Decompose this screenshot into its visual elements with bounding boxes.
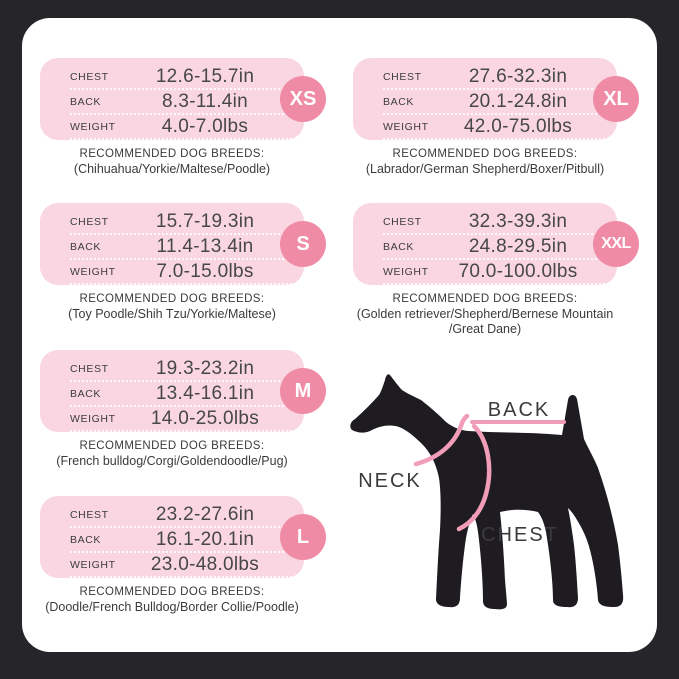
breeds-list: (Doodle/French Bulldog/Border Collie/Poo… xyxy=(45,600,299,614)
size-card-xs: CHEST 12.6-15.7in BACK 8.3-11.4in WEIGHT… xyxy=(40,58,326,140)
chest-label: CHEST xyxy=(383,216,422,228)
chest-label: CHEST xyxy=(70,363,109,375)
weight-value: 42.0-75.0lbs xyxy=(463,116,573,137)
chest-label: CHEST xyxy=(70,216,109,228)
back-diagram-label: BACK xyxy=(488,399,550,421)
size-badge-xl: XL xyxy=(593,76,639,122)
size-block-xl: CHEST 27.6-32.3in BACK 20.1-24.8in WEIGH… xyxy=(353,58,639,177)
weight-label: WEIGHT xyxy=(70,413,116,425)
breeds-section: RECOMMENDED DOG BREEDS: (Labrador/German… xyxy=(329,148,641,177)
breeds-section: RECOMMENDED DOG BREEDS: (French bulldog/… xyxy=(16,440,328,469)
breeds-list: (Chihuahua/Yorkie/Maltese/Poodle) xyxy=(73,162,271,176)
chest-value: 32.3-39.3in xyxy=(468,211,568,232)
size-chart-panel: CHEST 12.6-15.7in BACK 8.3-11.4in WEIGHT… xyxy=(22,18,657,652)
back-label: BACK xyxy=(70,96,101,108)
back-label: BACK xyxy=(70,534,101,546)
measure-row: CHEST 23.2-27.6in xyxy=(70,504,292,528)
weight-label: WEIGHT xyxy=(383,266,429,278)
size-badge-xs: XS xyxy=(280,76,326,122)
breeds-list: (Labrador/German Shepherd/Boxer/Pitbull) xyxy=(365,162,605,176)
weight-label: WEIGHT xyxy=(70,266,116,278)
measure-row: WEIGHT 14.0-25.0lbs xyxy=(70,408,292,432)
measure-row: BACK 20.1-24.8in xyxy=(383,91,605,115)
weight-value: 70.0-100.0lbs xyxy=(458,261,578,282)
back-value: 24.8-29.5in xyxy=(468,236,568,257)
weight-value: 7.0-15.0lbs xyxy=(156,261,254,282)
neck-diagram-label: NECK xyxy=(358,470,422,492)
neck-measure-line xyxy=(413,413,470,467)
size-block-s: CHEST 15.7-19.3in BACK 11.4-13.4in WEIGH… xyxy=(40,203,326,322)
size-card-s: CHEST 15.7-19.3in BACK 11.4-13.4in WEIGH… xyxy=(40,203,326,285)
measure-row: CHEST 12.6-15.7in xyxy=(70,66,292,90)
chest-label: CHEST xyxy=(70,509,109,521)
chest-value: 12.6-15.7in xyxy=(155,66,255,87)
size-block-xxl: CHEST 32.3-39.3in BACK 24.8-29.5in WEIGH… xyxy=(353,203,639,337)
breeds-section: RECOMMENDED DOG BREEDS: (Chihuahua/Yorki… xyxy=(16,148,328,177)
size-badge-xxl: XXL xyxy=(593,221,639,267)
measure-row: WEIGHT 4.0-7.0lbs xyxy=(70,116,292,140)
chest-value: 27.6-32.3in xyxy=(468,66,568,87)
measure-row: BACK 24.8-29.5in xyxy=(383,236,605,260)
weight-label: WEIGHT xyxy=(70,559,116,571)
measure-row: CHEST 15.7-19.3in xyxy=(70,211,292,235)
chest-label: CHEST xyxy=(383,71,422,83)
measure-row: CHEST 19.3-23.2in xyxy=(70,358,292,382)
breeds-title: RECOMMENDED DOG BREEDS: xyxy=(79,586,265,598)
size-card-l: CHEST 23.2-27.6in BACK 16.1-20.1in WEIGH… xyxy=(40,496,326,578)
back-label: BACK xyxy=(383,241,414,253)
size-card-xl: CHEST 27.6-32.3in BACK 20.1-24.8in WEIGH… xyxy=(353,58,639,140)
measure-row: BACK 8.3-11.4in xyxy=(70,91,292,115)
back-value: 13.4-16.1in xyxy=(155,383,255,404)
breeds-section: RECOMMENDED DOG BREEDS: (Doodle/French B… xyxy=(16,586,328,615)
back-value: 11.4-13.4in xyxy=(156,236,254,257)
breeds-section: RECOMMENDED DOG BREEDS: (Golden retrieve… xyxy=(329,293,641,337)
chest-value: 23.2-27.6in xyxy=(155,504,255,525)
size-block-l: CHEST 23.2-27.6in BACK 16.1-20.1in WEIGH… xyxy=(40,496,326,615)
chest-value: 19.3-23.2in xyxy=(155,358,255,379)
breeds-list: (Golden retriever/Shepherd/Bernese Mount… xyxy=(356,307,614,336)
back-value: 16.1-20.1in xyxy=(155,529,255,550)
breeds-title: RECOMMENDED DOG BREEDS: xyxy=(392,293,578,305)
measure-row: WEIGHT 70.0-100.0lbs xyxy=(383,261,605,285)
breeds-title: RECOMMENDED DOG BREEDS: xyxy=(79,293,265,305)
size-badge-s: S xyxy=(280,221,326,267)
size-block-xs: CHEST 12.6-15.7in BACK 8.3-11.4in WEIGHT… xyxy=(40,58,326,177)
size-card-m: CHEST 19.3-23.2in BACK 13.4-16.1in WEIGH… xyxy=(40,350,326,432)
weight-value: 23.0-48.0lbs xyxy=(150,554,260,575)
chest-measure-line xyxy=(456,423,492,532)
weight-value: 14.0-25.0lbs xyxy=(150,408,260,429)
breeds-section: RECOMMENDED DOG BREEDS: (Toy Poodle/Shih… xyxy=(16,293,328,322)
measure-row: CHEST 27.6-32.3in xyxy=(383,66,605,90)
dog-measurement-diagram: BACK NECK CHEST xyxy=(342,360,666,644)
chest-diagram-label: CHEST xyxy=(481,524,559,546)
weight-label: WEIGHT xyxy=(383,121,429,133)
size-badge-m: M xyxy=(280,368,326,414)
measure-row: CHEST 32.3-39.3in xyxy=(383,211,605,235)
chest-value: 15.7-19.3in xyxy=(155,211,255,232)
back-label: BACK xyxy=(70,388,101,400)
breeds-title: RECOMMENDED DOG BREEDS: xyxy=(79,148,265,160)
measure-row: WEIGHT 7.0-15.0lbs xyxy=(70,261,292,285)
breeds-list: (French bulldog/Corgi/Goldendoodle/Pug) xyxy=(56,454,288,468)
measure-row: BACK 16.1-20.1in xyxy=(70,529,292,553)
back-label: BACK xyxy=(70,241,101,253)
size-card-xxl: CHEST 32.3-39.3in BACK 24.8-29.5in WEIGH… xyxy=(353,203,639,285)
back-value: 20.1-24.8in xyxy=(468,91,568,112)
chest-label: CHEST xyxy=(70,71,109,83)
weight-value: 4.0-7.0lbs xyxy=(161,116,249,137)
breeds-list: (Toy Poodle/Shih Tzu/Yorkie/Maltese) xyxy=(68,307,276,321)
breeds-title: RECOMMENDED DOG BREEDS: xyxy=(79,440,265,452)
size-badge-l: L xyxy=(280,514,326,560)
back-label: BACK xyxy=(383,96,414,108)
measure-row: BACK 13.4-16.1in xyxy=(70,383,292,407)
measure-row: WEIGHT 42.0-75.0lbs xyxy=(383,116,605,140)
measure-row: WEIGHT 23.0-48.0lbs xyxy=(70,554,292,578)
size-block-m: CHEST 19.3-23.2in BACK 13.4-16.1in WEIGH… xyxy=(40,350,326,469)
measure-row: BACK 11.4-13.4in xyxy=(70,236,292,260)
back-value: 8.3-11.4in xyxy=(161,91,249,112)
weight-label: WEIGHT xyxy=(70,121,116,133)
breeds-title: RECOMMENDED DOG BREEDS: xyxy=(392,148,578,160)
